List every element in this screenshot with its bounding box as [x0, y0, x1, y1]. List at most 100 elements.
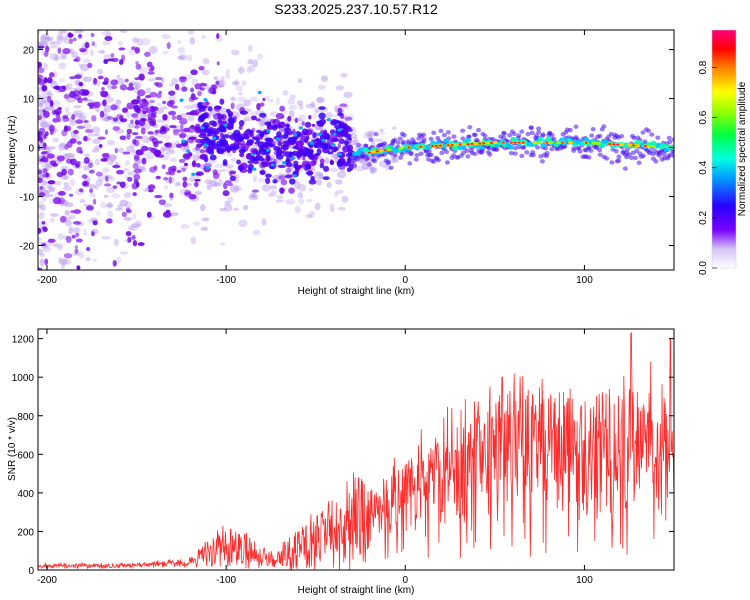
- ridge-envelope: [401, 133, 407, 138]
- ridge-peak: [473, 142, 479, 146]
- ridge-envelope: [544, 151, 550, 156]
- spectral-blob: [181, 167, 186, 172]
- spectral-hotspot: [318, 132, 323, 136]
- spectral-blob: [75, 232, 80, 237]
- ridge-envelope: [373, 131, 379, 137]
- top-xtick-label: -100: [216, 275, 236, 286]
- spectral-blob: [67, 8, 75, 14]
- ridge-max: [419, 145, 423, 148]
- ridge-envelope: [597, 152, 603, 157]
- spectral-blob: [76, 125, 85, 129]
- spectral-blob-faint: [39, 42, 49, 47]
- ridge-envelope: [521, 145, 527, 150]
- spectral-blob: [63, 253, 73, 259]
- ridge-envelope: [494, 147, 500, 152]
- spectral-blob: [131, 182, 139, 190]
- spectral-blob: [61, 168, 67, 176]
- spectral-blob-faint: [270, 190, 277, 197]
- spectral-blob-core: [252, 136, 258, 140]
- spectral-blob: [311, 123, 316, 127]
- spectral-blob: [47, 180, 56, 185]
- spectral-blob-faint: [78, 63, 83, 68]
- ridge-max: [450, 143, 454, 146]
- spectral-blob-faint: [126, 145, 135, 152]
- spectral-blob: [69, 76, 76, 80]
- spectral-blob: [126, 128, 133, 134]
- ridge-max: [375, 150, 379, 153]
- spectral-blob: [63, 93, 70, 99]
- spectral-blob: [44, 77, 48, 83]
- spectral-blob-faint: [40, 211, 46, 218]
- spectral-blob-faint: [43, 193, 54, 198]
- spectral-blob-core: [285, 123, 290, 129]
- spectral-blob-faint: [51, 40, 61, 45]
- spectral-blob-faint: [226, 152, 233, 157]
- spectral-blob-faint: [44, 102, 51, 110]
- spectral-blob-core: [318, 106, 326, 110]
- spectral-blob-faint: [38, 248, 43, 256]
- spectral-blob-faint: [145, 87, 152, 94]
- spectral-blob-faint: [337, 170, 347, 179]
- spectral-blob-core: [211, 120, 218, 128]
- spectral-blob-faint: [141, 135, 149, 143]
- spectral-blob-faint: [191, 103, 199, 110]
- spectral-blob-core: [200, 130, 207, 137]
- spectral-blob-faint: [42, 180, 49, 187]
- ridge-peak: [591, 141, 597, 145]
- spectral-blob: [275, 112, 285, 120]
- spectral-blob: [127, 176, 133, 182]
- spectral-blob: [134, 119, 140, 125]
- colorbar-tick-label: 0.2: [698, 211, 709, 225]
- spectral-blob: [112, 117, 119, 122]
- spectral-blob-faint: [95, 132, 100, 137]
- spectral-blob: [182, 176, 188, 182]
- spectral-blob: [86, 205, 94, 211]
- spectral-blob-core: [284, 151, 291, 158]
- spectral-blob-core: [312, 132, 317, 139]
- spectral-blob-faint: [114, 207, 124, 211]
- ridge-envelope: [352, 163, 358, 168]
- spectral-blob-faint: [235, 85, 244, 92]
- spectral-blob: [83, 156, 90, 164]
- spectral-blob-faint: [69, 120, 77, 126]
- bottom-ytick-label: 200: [17, 527, 34, 538]
- ridge-envelope: [460, 150, 466, 156]
- spectral-blob-faint: [39, 258, 45, 267]
- ridge-envelope: [575, 146, 581, 151]
- ridge-envelope: [482, 133, 488, 139]
- spectral-blob-faint: [87, 133, 97, 137]
- spectral-blob-faint: [192, 221, 201, 226]
- spectral-blob: [149, 99, 156, 104]
- spectral-blob: [49, 125, 55, 132]
- spectral-blob-faint: [287, 98, 295, 105]
- spectral-blob-faint: [96, 68, 104, 75]
- ridge-envelope: [536, 130, 542, 135]
- spectral-blob-faint: [117, 40, 123, 46]
- spectral-blob: [179, 131, 187, 139]
- spectral-blob-faint: [297, 100, 303, 107]
- spectral-blob-core: [318, 112, 326, 120]
- spectral-blob: [278, 126, 287, 133]
- ridge-peak: [556, 141, 562, 145]
- spectral-blob-core: [343, 124, 349, 131]
- spectral-blob-core: [325, 143, 330, 147]
- spectral-blob: [139, 104, 144, 109]
- spectral-blob-faint: [101, 235, 111, 240]
- spectral-blob-faint: [364, 130, 374, 137]
- ridge-max: [490, 141, 494, 144]
- spectral-blob: [149, 91, 158, 98]
- spectral-blob: [135, 63, 142, 70]
- spectral-blob: [45, 23, 52, 26]
- ridge-envelope: [586, 155, 592, 160]
- spectral-blob: [76, 265, 81, 270]
- top-xtick-label: 100: [576, 275, 593, 286]
- spectral-blob: [199, 87, 205, 91]
- spectral-blob: [127, 236, 132, 243]
- spectral-blob-core: [239, 136, 245, 141]
- spectral-blob-core: [252, 157, 259, 162]
- spectral-blob: [135, 149, 144, 156]
- ridge-peak: [532, 141, 538, 145]
- spectral-blob-core: [331, 147, 338, 153]
- ridge-peak: [536, 141, 542, 145]
- spectral-blob-faint: [265, 95, 270, 100]
